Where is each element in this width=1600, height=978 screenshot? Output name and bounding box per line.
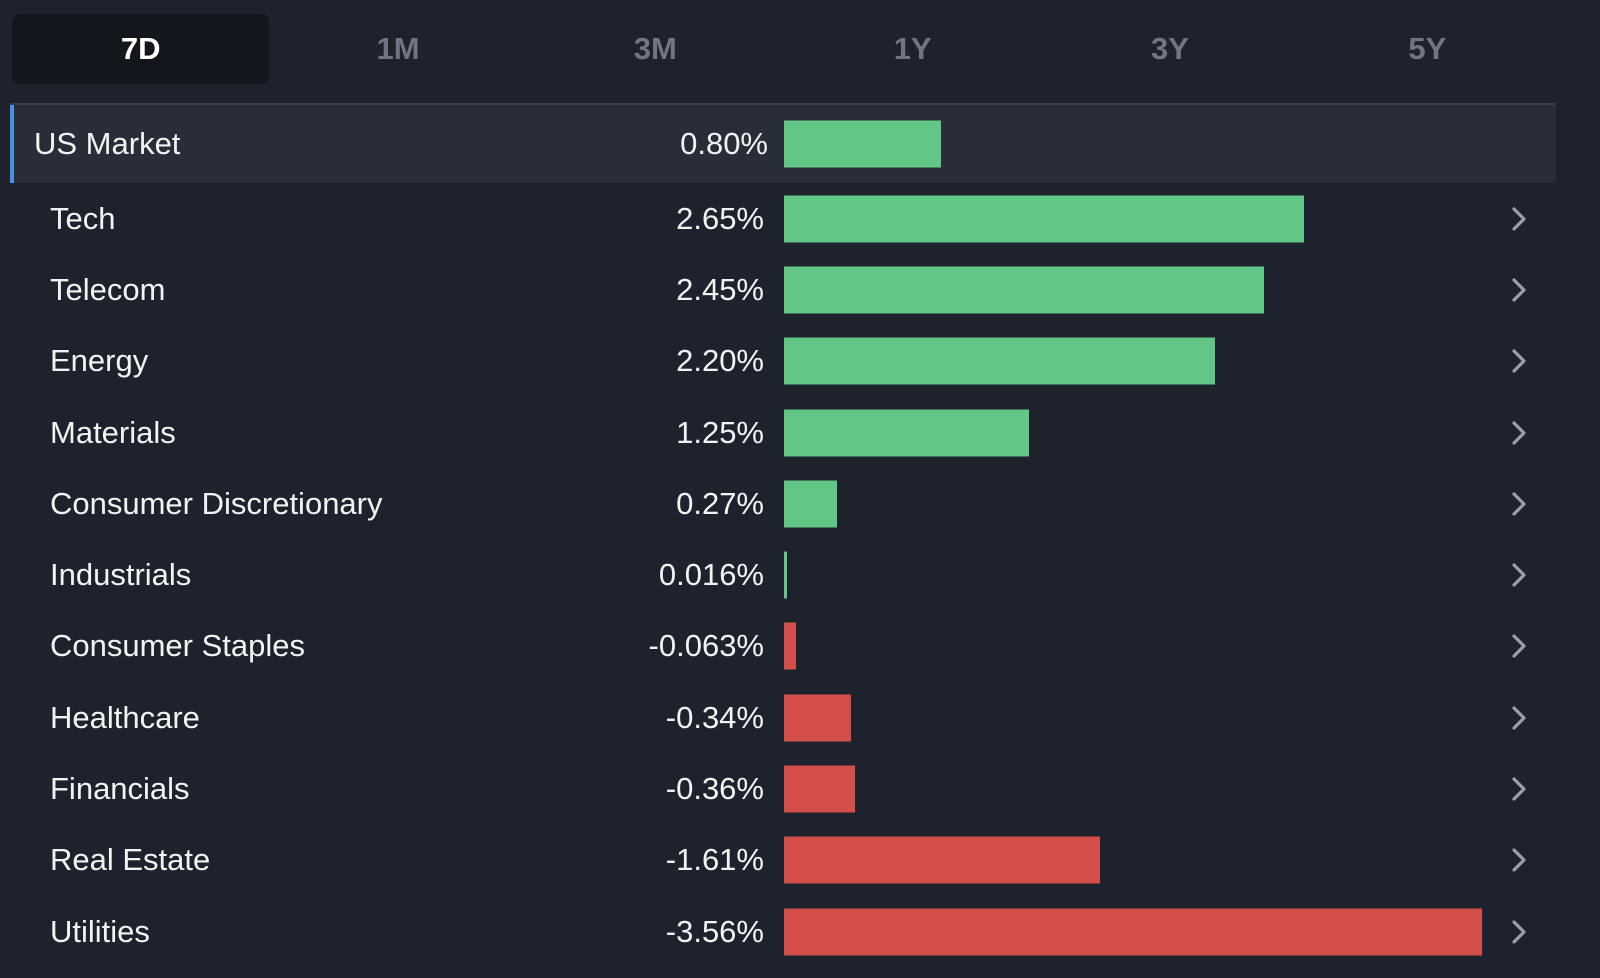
- market-row: US Market 0.80%: [10, 105, 1556, 183]
- bar-consumer-discretionary: [784, 480, 837, 528]
- sector-row-healthcare[interactable]: Healthcare -0.34%: [10, 682, 1556, 753]
- sector-row-materials[interactable]: Materials 1.25%: [10, 397, 1556, 468]
- bar-telecom: [784, 266, 1265, 314]
- row-value: -0.063%: [648, 628, 764, 664]
- row-label: Consumer Staples: [50, 628, 306, 664]
- tab-1m[interactable]: 1M: [376, 31, 420, 66]
- row-value: 0.016%: [658, 557, 764, 593]
- chevron-right-icon[interactable]: [1510, 254, 1528, 325]
- tab-3m[interactable]: 3M: [633, 31, 677, 66]
- sector-row-industrials[interactable]: Industrials 0.016%: [10, 539, 1556, 610]
- row-label: Utilities: [50, 913, 150, 949]
- row-label: Financials: [50, 771, 190, 807]
- bar-utilities: [784, 908, 1482, 956]
- row-value: -0.36%: [665, 771, 764, 807]
- sector-list: US Market 0.80% Tech 2.65% Telecom 2.45% Energ…: [10, 105, 1556, 967]
- bar-us-market: [784, 120, 941, 168]
- chevron-right-icon[interactable]: [1510, 397, 1528, 468]
- chevron-right-icon[interactable]: [1510, 183, 1528, 254]
- row-label: Industrials: [50, 557, 192, 593]
- tabs-divider: [10, 103, 1556, 105]
- chevron-right-icon[interactable]: [1510, 682, 1528, 753]
- row-value: -1.61%: [665, 842, 764, 878]
- chevron-right-icon[interactable]: [1510, 539, 1528, 610]
- row-value: -3.56%: [665, 913, 764, 949]
- bar-energy: [784, 337, 1216, 385]
- chevron-right-icon[interactable]: [1510, 753, 1528, 824]
- sector-row-utilities[interactable]: Utilities -3.56%: [10, 896, 1556, 967]
- sector-row-consumer-discretionary[interactable]: Consumer Discretionary 0.27%: [10, 468, 1556, 539]
- bar-tech: [784, 195, 1304, 243]
- chevron-right-icon[interactable]: [1510, 611, 1528, 682]
- tab-1y[interactable]: 1Y: [893, 31, 932, 66]
- row-value: -0.34%: [665, 699, 764, 735]
- row-label: Telecom: [50, 271, 166, 307]
- chevron-right-icon[interactable]: [1510, 468, 1528, 539]
- sector-row-telecom[interactable]: Telecom 2.45%: [10, 254, 1556, 325]
- bar-industrials: [784, 551, 788, 599]
- row-label: Consumer Discretionary: [50, 485, 383, 521]
- tab-7d[interactable]: 7D: [12, 14, 270, 84]
- bar-materials: [784, 409, 1030, 457]
- row-label: US Market: [34, 126, 181, 161]
- bar-real-estate: [784, 836, 1100, 884]
- tab-5y[interactable]: 5Y: [1408, 31, 1447, 66]
- bar-healthcare: [784, 694, 851, 742]
- row-value: 2.20%: [676, 343, 764, 379]
- row-label: Healthcare: [50, 699, 200, 735]
- row-value: 2.45%: [676, 271, 764, 307]
- row-label: Energy: [50, 343, 149, 379]
- row-value: 1.25%: [676, 414, 764, 450]
- row-value: 0.80%: [680, 126, 768, 161]
- bar-consumer-staples: [784, 622, 797, 670]
- chevron-right-icon[interactable]: [1510, 896, 1528, 967]
- sector-row-consumer-staples[interactable]: Consumer Staples -0.063%: [10, 611, 1556, 682]
- timeframe-tabs: 7D 1M 3M 1Y 3Y 5Y: [12, 14, 1556, 84]
- row-label: Real Estate: [50, 842, 211, 878]
- row-label: Materials: [50, 414, 176, 450]
- chevron-right-icon[interactable]: [1510, 326, 1528, 397]
- chevron-right-icon[interactable]: [1510, 825, 1528, 896]
- row-label: Tech: [50, 200, 116, 236]
- tab-3y[interactable]: 3Y: [1151, 31, 1189, 66]
- row-value: 2.65%: [676, 200, 764, 236]
- sector-row-financials[interactable]: Financials -0.36%: [10, 753, 1556, 824]
- sector-row-energy[interactable]: Energy 2.20%: [10, 326, 1556, 397]
- row-value: 0.27%: [676, 485, 764, 521]
- sector-row-tech[interactable]: Tech 2.65%: [10, 183, 1556, 254]
- sector-row-real-estate[interactable]: Real Estate -1.61%: [10, 825, 1556, 896]
- bar-financials: [784, 765, 855, 813]
